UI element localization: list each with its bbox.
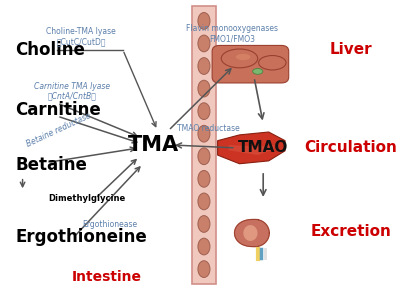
Text: Choline: Choline	[15, 41, 85, 59]
FancyBboxPatch shape	[212, 46, 289, 83]
Text: Betaine: Betaine	[15, 156, 87, 174]
Ellipse shape	[221, 49, 258, 68]
Text: Ergothioneine: Ergothioneine	[15, 228, 147, 246]
Text: Flavin monooxygenases: Flavin monooxygenases	[186, 24, 278, 33]
Text: （CutC/CutD）: （CutC/CutD）	[56, 38, 106, 47]
Ellipse shape	[198, 12, 210, 29]
Ellipse shape	[198, 125, 210, 142]
Text: TMA: TMA	[128, 135, 179, 155]
Text: Liver: Liver	[329, 42, 372, 57]
Polygon shape	[234, 220, 269, 246]
Ellipse shape	[259, 55, 286, 70]
Ellipse shape	[198, 238, 210, 255]
Text: Excretion: Excretion	[310, 224, 391, 239]
Ellipse shape	[198, 148, 210, 165]
Text: Intestine: Intestine	[72, 269, 142, 284]
Ellipse shape	[198, 171, 210, 187]
Text: Circulation: Circulation	[304, 140, 397, 155]
Ellipse shape	[198, 80, 210, 97]
Text: Ergothionease: Ergothionease	[82, 220, 138, 229]
Text: TMAO: TMAO	[238, 140, 288, 155]
Bar	[192, 6, 216, 284]
Polygon shape	[244, 226, 257, 240]
Text: Carnitine: Carnitine	[15, 102, 101, 119]
Text: FMO1/FMO3: FMO1/FMO3	[209, 35, 255, 44]
Polygon shape	[218, 132, 285, 164]
Ellipse shape	[236, 54, 250, 60]
Ellipse shape	[253, 68, 263, 74]
Ellipse shape	[198, 35, 210, 52]
Ellipse shape	[198, 215, 210, 232]
Text: Choline-TMA lyase: Choline-TMA lyase	[46, 27, 116, 36]
Text: TMAO reductase: TMAO reductase	[177, 124, 240, 133]
Ellipse shape	[198, 261, 210, 278]
Text: Betaine reductase: Betaine reductase	[26, 111, 93, 148]
Text: Carnitine TMA lyase: Carnitine TMA lyase	[34, 82, 110, 91]
Text: （CntA/CntB）: （CntA/CntB）	[47, 92, 96, 101]
Text: Dimethylglycine: Dimethylglycine	[48, 194, 125, 203]
Polygon shape	[228, 145, 274, 155]
Ellipse shape	[198, 58, 210, 75]
Ellipse shape	[198, 103, 210, 119]
Ellipse shape	[198, 193, 210, 210]
